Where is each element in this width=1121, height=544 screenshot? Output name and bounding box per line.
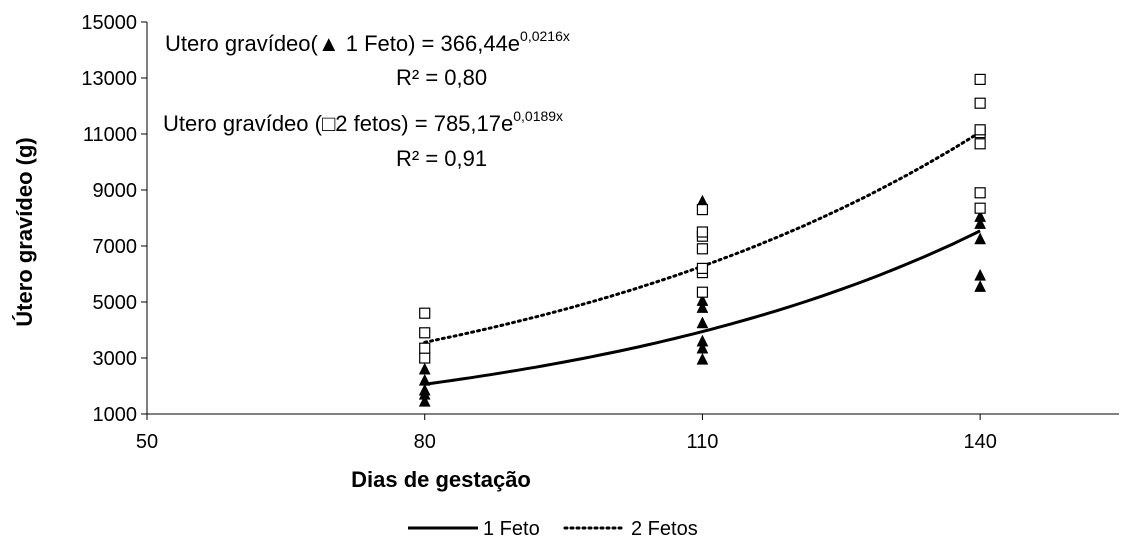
legend-label-2-fetos: 2 Fetos — [631, 518, 698, 540]
r2-2-fetos: R² = 0,91 — [396, 146, 487, 171]
trend-line-1-feto — [424, 229, 981, 386]
x-axis-title: Dias de gestação — [351, 467, 531, 492]
triangle-icon: ▲ — [318, 31, 340, 56]
data-point-2-fetos — [974, 97, 986, 109]
equation-1-feto-exponent: 0,0216x — [520, 28, 570, 44]
data-point-1-feto — [696, 352, 709, 365]
data-point-2-fetos — [696, 204, 709, 216]
data-point-1-feto — [418, 383, 431, 396]
data-point-1-feto — [418, 373, 431, 386]
data-point-1-feto — [418, 362, 431, 375]
data-point-2-fetos — [419, 342, 431, 354]
data-point-2-fetos — [419, 327, 431, 339]
equation-2-fetos: Utero gravídeo (□2 fetos) = 785,17e0,018… — [163, 108, 563, 136]
data-point-1-feto — [696, 294, 709, 306]
data-point-2-fetos — [419, 307, 431, 319]
y-tick-label: 5000 — [93, 292, 138, 314]
data-point-1-feto — [974, 232, 987, 245]
data-point-2-fetos — [696, 286, 709, 298]
data-point-2-fetos — [974, 187, 986, 199]
equation-2-fetos-exponent: 0,0189x — [513, 108, 563, 124]
y-tick-label: 9000 — [93, 180, 138, 202]
y-tick-label: 11000 — [83, 124, 137, 146]
data-point-2-fetos — [419, 352, 431, 364]
data-point-2-fetos — [696, 243, 709, 255]
legend: 1 Feto 2 Fetos — [408, 518, 698, 540]
y-axis-title: Útero gravídeo (g) — [12, 137, 37, 326]
x-axis: 50 80 110 140 — [136, 413, 1119, 453]
y-tick-label: 13000 — [81, 68, 137, 90]
equation-1-feto: Utero gravídeo(▲ 1 Feto) = 366,44e0,0216… — [165, 28, 570, 56]
equation-2-fetos-label: Utero gravídeo ( — [163, 111, 323, 136]
data-point-1-feto — [696, 301, 709, 313]
x-tick-label: 110 — [686, 431, 718, 453]
equation-1-feto-label: Utero gravídeo( — [165, 31, 319, 56]
data-point-1-feto — [974, 280, 987, 292]
data-point-2-fetos — [696, 262, 709, 274]
data-point-2-fetos — [974, 124, 986, 136]
y-tick-label: 1000 — [93, 404, 138, 426]
points-1-feto — [418, 194, 987, 407]
y-tick-label: 3000 — [93, 348, 138, 370]
x-tick-label: 140 — [963, 431, 996, 453]
equation-1-feto-formula: 1 Feto) = 366,44e — [340, 31, 520, 56]
equation-2-fetos-formula: 2 fetos) = 785,17e — [335, 111, 513, 136]
data-point-1-feto — [974, 210, 987, 222]
data-point-2-fetos — [696, 226, 709, 238]
r2-1-feto: R² = 0,80 — [396, 65, 487, 90]
data-point-2-fetos — [974, 202, 986, 214]
x-tick-label: 80 — [414, 431, 436, 453]
y-axis: 1000 3000 5000 7000 9000 11000 13000 15000 — [81, 12, 148, 426]
data-point-1-feto — [696, 334, 709, 347]
data-point-1-feto — [418, 394, 431, 407]
data-point-1-feto — [696, 341, 709, 354]
data-point-2-fetos — [974, 138, 986, 150]
data-point-1-feto — [974, 268, 987, 281]
data-point-1-feto — [974, 217, 987, 229]
legend-label-1-feto: 1 Feto — [483, 518, 540, 540]
x-tick-label: 50 — [136, 431, 158, 453]
y-tick-label: 15000 — [81, 12, 137, 34]
square-icon: □ — [322, 111, 335, 136]
points-2-fetos — [419, 73, 986, 364]
data-point-1-feto — [696, 316, 709, 329]
y-tick-label: 7000 — [93, 236, 138, 258]
data-point-2-fetos — [974, 73, 986, 86]
